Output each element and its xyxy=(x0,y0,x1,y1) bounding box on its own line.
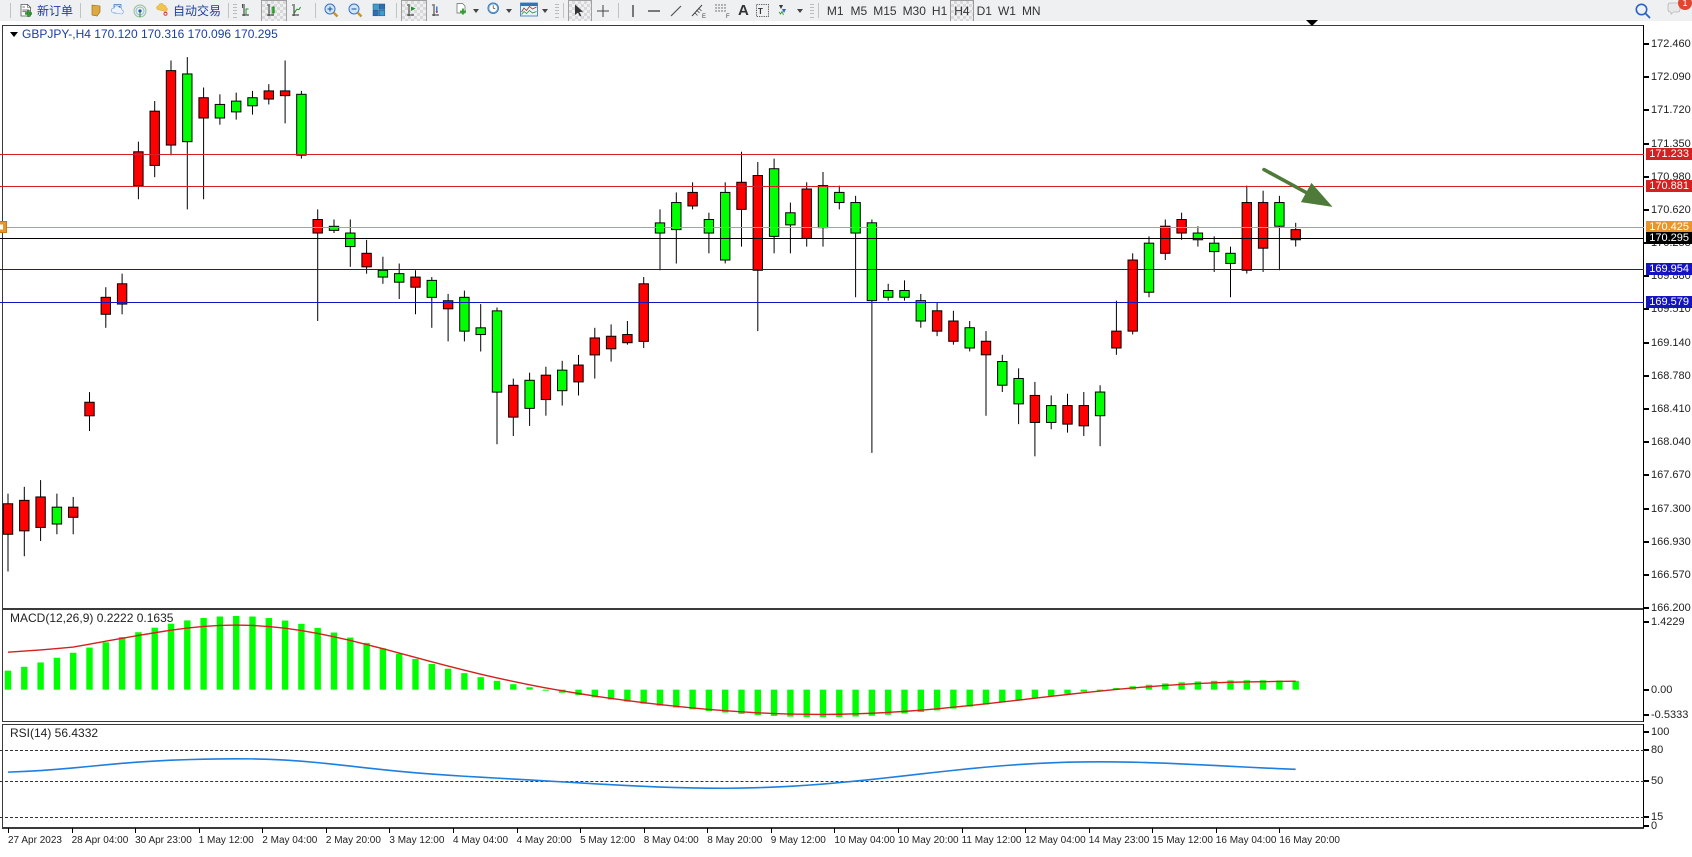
svg-text:T: T xyxy=(758,7,763,16)
svg-text:F: F xyxy=(726,14,730,19)
svg-text:E: E xyxy=(702,14,706,19)
